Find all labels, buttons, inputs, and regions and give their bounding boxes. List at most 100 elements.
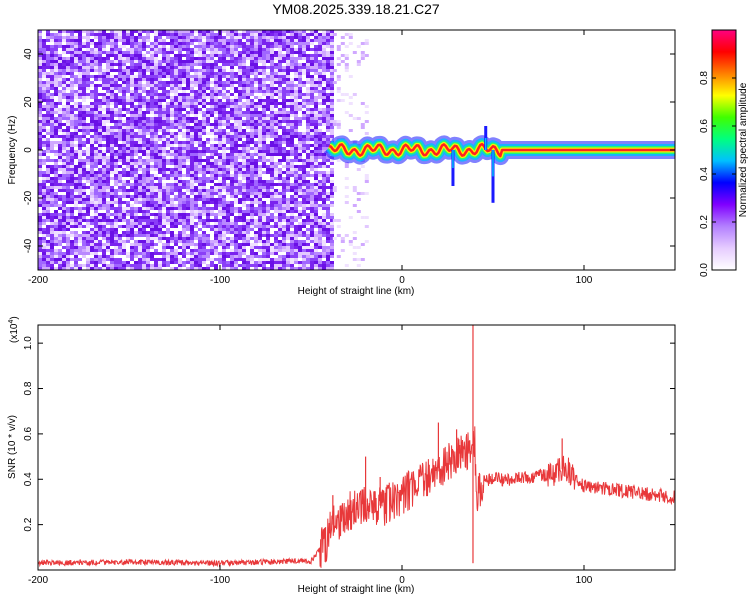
heatmap-cell bbox=[106, 105, 110, 108]
heatmap-cell bbox=[130, 72, 134, 75]
heatmap-cell bbox=[218, 225, 222, 228]
heatmap-cell bbox=[58, 219, 62, 222]
heatmap-cell bbox=[246, 69, 250, 72]
heatmap-cell bbox=[266, 126, 270, 129]
heatmap-cell bbox=[102, 96, 106, 99]
heatmap-cell bbox=[110, 249, 114, 252]
heatmap-cell bbox=[246, 213, 250, 216]
heatmap-cell bbox=[294, 36, 298, 39]
heatmap-cell bbox=[246, 132, 250, 135]
heatmap-cell bbox=[194, 249, 198, 252]
heatmap-cell bbox=[182, 42, 186, 45]
heatmap-cell bbox=[270, 219, 274, 222]
heatmap-cell bbox=[154, 228, 158, 231]
heatmap-cell bbox=[318, 150, 322, 153]
heatmap-cell bbox=[50, 114, 54, 117]
heatmap-cell bbox=[246, 264, 250, 267]
heatmap-cell bbox=[38, 192, 42, 195]
heatmap-cell bbox=[102, 243, 106, 246]
heatmap-cell bbox=[318, 108, 322, 111]
heatmap-cell bbox=[74, 63, 78, 66]
heatmap-cell bbox=[82, 105, 86, 108]
heatmap-cell bbox=[154, 252, 158, 255]
heatmap-cell bbox=[318, 144, 322, 147]
heatmap-cell bbox=[138, 192, 142, 195]
heatmap-cell bbox=[318, 198, 322, 201]
heatmap-cell bbox=[290, 168, 294, 171]
heatmap-cell bbox=[58, 240, 62, 243]
heatmap-cell bbox=[190, 69, 194, 72]
heatmap-cell bbox=[162, 114, 166, 117]
heatmap-cell bbox=[298, 120, 302, 123]
heatmap-cell bbox=[302, 93, 306, 96]
heatmap-cell bbox=[154, 30, 158, 33]
heatmap-cell bbox=[222, 30, 226, 33]
heatmap-cell bbox=[82, 252, 86, 255]
heatmap-cell bbox=[42, 123, 46, 126]
heatmap-cell bbox=[314, 126, 318, 129]
heatmap-cell bbox=[194, 78, 198, 81]
heatmap-cell bbox=[170, 246, 174, 249]
heatmap-cell bbox=[178, 171, 182, 174]
heatmap-cell bbox=[262, 81, 266, 84]
heatmap-cell bbox=[50, 252, 54, 255]
heatmap-cell bbox=[86, 234, 90, 237]
heatmap-cell bbox=[158, 120, 162, 123]
heatmap-cell bbox=[58, 183, 62, 186]
heatmap-cell bbox=[314, 261, 318, 264]
heatmap-cell bbox=[270, 177, 274, 180]
heatmap-cell bbox=[74, 231, 78, 234]
heatmap-cell bbox=[198, 189, 202, 192]
heatmap-cell bbox=[222, 267, 226, 270]
heatmap-cell bbox=[78, 264, 82, 267]
heatmap-cell bbox=[278, 48, 282, 51]
heatmap-cell bbox=[202, 189, 206, 192]
heatmap-cell bbox=[130, 171, 134, 174]
heatmap-cell bbox=[270, 132, 274, 135]
heatmap-cell bbox=[222, 207, 226, 210]
heatmap-cell bbox=[190, 129, 194, 132]
heatmap-cell bbox=[130, 138, 134, 141]
heatmap-cell bbox=[154, 78, 158, 81]
heatmap-cell bbox=[298, 51, 302, 54]
heatmap-cell bbox=[166, 54, 170, 57]
heatmap-cell bbox=[166, 231, 170, 234]
heatmap-cell bbox=[170, 198, 174, 201]
heatmap-cell bbox=[166, 150, 170, 153]
heatmap-cell bbox=[86, 240, 90, 243]
heatmap-cell bbox=[198, 192, 202, 195]
heatmap-cell bbox=[206, 138, 210, 141]
heatmap-cell bbox=[238, 105, 242, 108]
heatmap-cell bbox=[278, 114, 282, 117]
heatmap-cell bbox=[234, 54, 238, 57]
heatmap-cell bbox=[46, 30, 50, 33]
heatmap-cell bbox=[222, 174, 226, 177]
heatmap-cell bbox=[38, 30, 42, 33]
heatmap-cell bbox=[314, 186, 318, 189]
heatmap-cell bbox=[254, 57, 258, 60]
heatmap-cell bbox=[174, 198, 178, 201]
heatmap-cell bbox=[174, 195, 178, 198]
heatmap-cell bbox=[186, 156, 190, 159]
heatmap-cell bbox=[234, 36, 238, 39]
heatmap-cell bbox=[66, 171, 70, 174]
heatmap-cell bbox=[278, 96, 282, 99]
heatmap-cell bbox=[318, 165, 322, 168]
heatmap-cell bbox=[154, 54, 158, 57]
heatmap-cell bbox=[314, 156, 318, 159]
heatmap-cell bbox=[170, 72, 174, 75]
heatmap-cell bbox=[86, 180, 90, 183]
heatmap-cell bbox=[66, 180, 70, 183]
heatmap-cell bbox=[106, 144, 110, 147]
heatmap-cell bbox=[138, 81, 142, 84]
heatmap-cell bbox=[66, 72, 70, 75]
heatmap-cell bbox=[102, 39, 106, 42]
heatmap-cell bbox=[70, 66, 74, 69]
heatmap-cell bbox=[50, 75, 54, 78]
heatmap-cell bbox=[230, 48, 234, 51]
heatmap-cell bbox=[118, 204, 122, 207]
heatmap-cell bbox=[206, 78, 210, 81]
heatmap-cell bbox=[206, 72, 210, 75]
heatmap-cell bbox=[294, 33, 298, 36]
heatmap-cell bbox=[150, 252, 154, 255]
